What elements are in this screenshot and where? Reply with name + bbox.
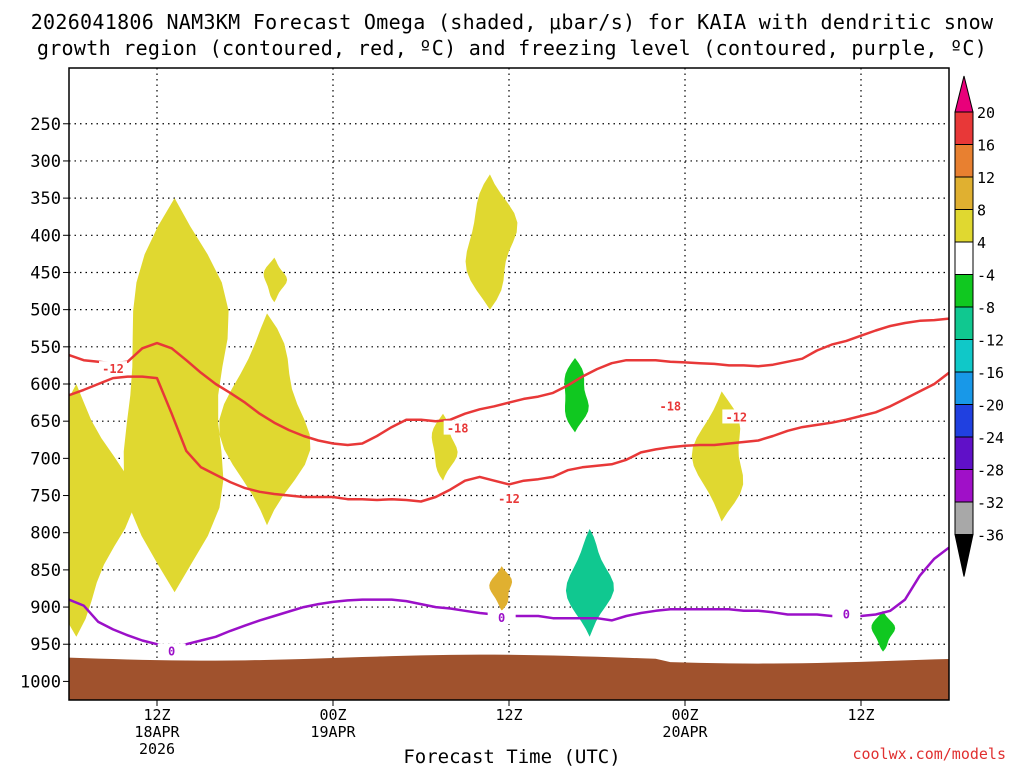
y-tick-label: 700: [30, 449, 61, 469]
colorbar-label: -32: [977, 494, 1004, 512]
y-tick-label: 350: [30, 189, 61, 209]
colorbar-label: -20: [977, 397, 1004, 415]
contour-label: -12: [725, 410, 747, 424]
contour-label: -12: [102, 362, 124, 376]
plot-frame: [68, 67, 950, 701]
colorbar-swatch: [954, 501, 974, 535]
y-tick-label: 300: [30, 152, 61, 172]
x-tick-label: 20APR: [662, 723, 708, 741]
colorbar-swatch: [954, 306, 974, 340]
contour-label: -18: [659, 399, 681, 413]
colorbar-label: 16: [977, 137, 995, 155]
omega-shading: [69, 174, 896, 652]
contour-label-bg: [99, 361, 127, 376]
contour-label: -18: [447, 422, 469, 436]
x-tick-label: 12Z: [495, 706, 522, 724]
y-tick-label: 600: [30, 375, 61, 395]
colorbar-label: 8: [977, 202, 986, 220]
omega-region: [263, 257, 288, 303]
y-tick-label: 400: [30, 226, 61, 246]
contour-lines: -12 -12 -12 -18 -18 0 0 0: [69, 317, 949, 659]
omega-region: [219, 313, 311, 526]
contour-label: 0: [498, 611, 505, 625]
axes: 250 300 350 400 450 500 550 600 650 700 750 800 850 9…: [20, 67, 950, 758]
credit-link[interactable]: coolwx.com/models: [852, 745, 1006, 763]
omega-region: [465, 174, 518, 310]
y-tick-label: 500: [30, 301, 61, 321]
omega-region: [123, 198, 229, 593]
y-tick-label: 900: [30, 598, 61, 618]
colorbar-swatch: [954, 404, 974, 438]
colorbar-label: -12: [977, 332, 1004, 350]
contour-label: 0: [843, 607, 850, 621]
x-tick-label: 00Z: [671, 706, 698, 724]
contour-label: 0: [168, 645, 175, 659]
y-tick-label: 250: [30, 115, 61, 135]
y-tick-label: 950: [30, 635, 61, 655]
omega-region: [871, 610, 896, 652]
y-tick-label: 1000: [20, 672, 61, 692]
x-tick-label: 12Z: [847, 706, 874, 724]
contour-label-bg: [832, 606, 861, 621]
colorbar-swatch: [954, 371, 974, 405]
colorbar-top-arrow: [954, 75, 974, 113]
x-axis-label: Forecast Time (UTC): [403, 746, 621, 768]
colorbar-label: -24: [977, 429, 1004, 447]
omega-region: [431, 413, 458, 481]
chart-title-line-2: growth region (contoured, red, ºC) and f…: [36, 36, 988, 60]
colorbar: 20 16 12 8 4 -4 -8 -12 -16 -20 -24 -28 -32 -36: [954, 75, 1004, 577]
chart-title-line-1: 2026041806 NAM3KM Forecast Omega (shaded…: [30, 10, 994, 34]
colorbar-label: -28: [977, 462, 1004, 480]
colorbar-swatch: [954, 241, 974, 275]
contour-label-bg: [656, 398, 685, 413]
contour-label-bg: [157, 643, 186, 658]
colorbar-swatch: [954, 209, 974, 243]
colorbar-label: -8: [977, 299, 995, 317]
x-tick-label: 12Z: [143, 706, 170, 724]
x-tick-label: 2026: [139, 740, 175, 758]
y-tick-label: 850: [30, 561, 61, 581]
x-tick-label: 00Z: [319, 706, 346, 724]
colorbar-swatch: [954, 436, 974, 470]
y-tick-label: 750: [30, 487, 61, 507]
x-tick-label: 19APR: [310, 723, 356, 741]
contour--12: [69, 317, 949, 447]
contour-label-bg: [487, 610, 516, 625]
colorbar-swatch: [954, 339, 974, 373]
contour-label-bg: [722, 409, 751, 424]
colorbar-label: -36: [977, 527, 1004, 545]
colorbar-swatch: [954, 111, 974, 145]
terrain-block: [69, 654, 949, 700]
colorbar-swatch: [954, 176, 974, 210]
omega-region: [489, 566, 513, 611]
omega-region: [69, 384, 134, 637]
contour-label-bg: [495, 491, 523, 506]
y-tick-label: 650: [30, 412, 61, 432]
colorbar-swatch: [954, 469, 974, 503]
colorbar-swatch: [954, 144, 974, 178]
colorbar-swatch: [954, 274, 974, 308]
colorbar-label: -4: [977, 267, 995, 285]
y-tick-label: 450: [30, 263, 61, 283]
colorbar-bottom-arrow: [954, 534, 974, 577]
colorbar-label: -16: [977, 364, 1004, 382]
y-tick-label: 550: [30, 338, 61, 358]
contour-label: -12: [498, 492, 520, 506]
y-tick-label: 800: [30, 524, 61, 544]
colorbar-label: 4: [977, 234, 986, 252]
x-tick-label: 18APR: [134, 723, 180, 741]
contour-label-bg: [443, 420, 472, 435]
omega-region: [565, 528, 614, 637]
omega-region: [691, 391, 744, 522]
colorbar-label: 20: [977, 104, 995, 122]
colorbar-label: 12: [977, 169, 995, 187]
contour--18: [69, 371, 949, 503]
terrain-fill: [69, 654, 949, 700]
